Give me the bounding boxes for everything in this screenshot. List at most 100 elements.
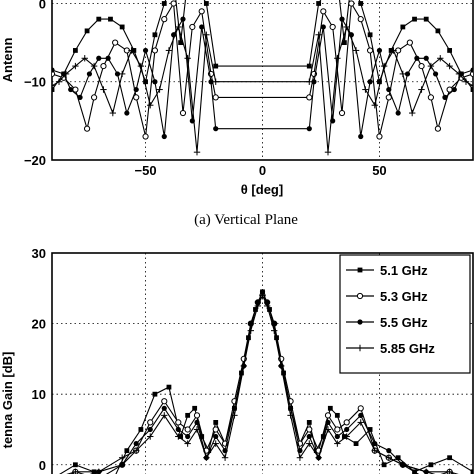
data-point bbox=[161, 16, 168, 23]
data-point bbox=[213, 420, 219, 425]
data-point bbox=[423, 16, 429, 22]
legend-entry: 5.1 GHz bbox=[346, 263, 428, 278]
data-point bbox=[143, 79, 148, 85]
data-point bbox=[192, 405, 198, 411]
data-point bbox=[118, 454, 126, 461]
data-point bbox=[306, 94, 313, 101]
data-point bbox=[114, 71, 121, 77]
data-point bbox=[259, 289, 266, 295]
data-point bbox=[142, 47, 149, 54]
data-point bbox=[193, 426, 201, 433]
data-point bbox=[83, 125, 91, 132]
data-point bbox=[455, 70, 463, 78]
data-point bbox=[334, 412, 340, 418]
data-point bbox=[124, 110, 130, 116]
legend: 5.1 GHz 5.3 GHz 5.5 GHz 5.85 GHz bbox=[339, 254, 471, 374]
plot-a-xlabel: θ [deg] bbox=[241, 182, 283, 197]
data-point bbox=[357, 405, 364, 412]
data-point bbox=[193, 148, 201, 156]
data-point bbox=[212, 78, 219, 85]
data-point bbox=[62, 70, 70, 78]
data-point bbox=[72, 48, 78, 53]
data-point bbox=[447, 455, 453, 461]
data-point bbox=[189, 23, 196, 31]
data-point bbox=[161, 405, 167, 411]
data-point bbox=[198, 8, 205, 15]
caption-a: (a) Vertical Plane bbox=[194, 212, 298, 228]
data-point bbox=[185, 412, 191, 418]
data-point bbox=[212, 426, 219, 433]
data-point bbox=[399, 461, 407, 468]
data-point bbox=[446, 62, 453, 70]
legend-marker bbox=[357, 319, 363, 325]
data-point bbox=[231, 412, 238, 419]
data-point bbox=[343, 419, 350, 426]
data-point bbox=[344, 426, 350, 433]
data-point bbox=[112, 39, 119, 46]
data-point bbox=[52, 87, 55, 92]
data-point bbox=[451, 86, 457, 93]
data-point bbox=[367, 79, 373, 85]
data-point bbox=[386, 448, 392, 454]
data-point bbox=[161, 1, 167, 6]
data-point bbox=[161, 133, 167, 140]
data-point bbox=[100, 86, 107, 93]
data-point bbox=[371, 447, 378, 454]
data-point bbox=[263, 302, 271, 310]
data-point bbox=[315, 454, 322, 461]
data-point bbox=[343, 23, 350, 31]
series-line bbox=[52, 1, 473, 137]
data-point bbox=[175, 419, 182, 426]
data-point bbox=[212, 440, 219, 447]
data-point bbox=[470, 469, 473, 474]
legend-entry: 5.3 GHz bbox=[346, 289, 428, 304]
series-line bbox=[52, 17, 473, 137]
data-point bbox=[306, 126, 312, 132]
data-point bbox=[119, 462, 125, 468]
data-point bbox=[418, 62, 425, 70]
data-point bbox=[133, 440, 139, 447]
data-point bbox=[281, 370, 286, 376]
data-point bbox=[385, 454, 392, 461]
data-point bbox=[376, 133, 383, 140]
data-point bbox=[395, 110, 401, 116]
data-point bbox=[367, 427, 373, 432]
data-point bbox=[432, 71, 439, 77]
legend-entry: 5.5 GHz bbox=[346, 315, 428, 330]
data-point bbox=[147, 102, 154, 109]
y-tick-label: 20 bbox=[32, 317, 46, 332]
data-point bbox=[81, 55, 88, 62]
data-point bbox=[52, 67, 55, 73]
data-point bbox=[334, 440, 341, 447]
data-point bbox=[447, 48, 453, 53]
data-point bbox=[184, 426, 191, 433]
plot-a-ticks: −50 0 50 −20 −10 0 bbox=[24, 0, 387, 178]
data-point bbox=[185, 433, 191, 440]
data-point bbox=[311, 79, 317, 85]
data-point bbox=[84, 28, 90, 34]
data-point bbox=[470, 87, 473, 92]
data-point bbox=[133, 86, 139, 93]
series-line bbox=[52, 0, 473, 90]
data-point bbox=[320, 24, 326, 30]
data-point bbox=[400, 24, 406, 30]
data-point bbox=[334, 55, 341, 62]
data-point bbox=[165, 47, 173, 54]
data-point bbox=[259, 292, 266, 299]
data-point bbox=[434, 125, 442, 132]
data-point bbox=[324, 412, 332, 419]
plot-b-ylabel: tenna Gain [dB] bbox=[0, 352, 15, 449]
data-point bbox=[325, 419, 331, 426]
data-point bbox=[362, 86, 369, 93]
data-point bbox=[100, 62, 107, 70]
data-point bbox=[296, 454, 304, 461]
plot-a-grid bbox=[52, 0, 473, 161]
data-point bbox=[170, 0, 177, 7]
data-point bbox=[278, 362, 285, 370]
data-point bbox=[334, 426, 341, 433]
data-point bbox=[306, 63, 312, 69]
data-point bbox=[137, 62, 145, 70]
series-5.85-ghz bbox=[66, 292, 459, 474]
